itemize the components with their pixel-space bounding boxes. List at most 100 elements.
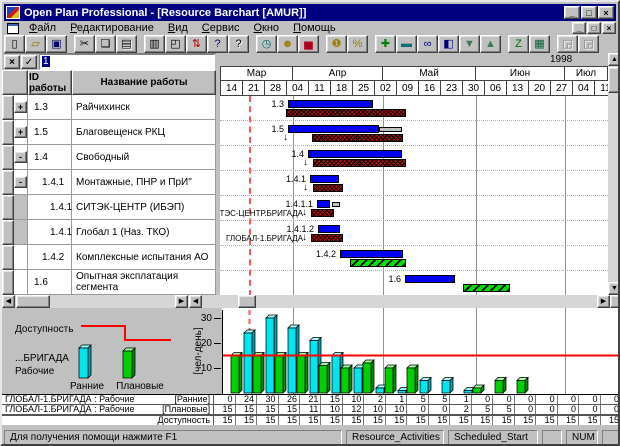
expand-cell[interactable]: + bbox=[14, 95, 28, 120]
mdi-close-button[interactable]: × bbox=[602, 22, 616, 34]
cell-activity-id[interactable]: 1.6 bbox=[28, 270, 72, 295]
menu-item-помощь[interactable]: Помощь bbox=[293, 22, 336, 34]
green-bar[interactable] bbox=[463, 284, 510, 292]
expand-icon[interactable]: + bbox=[14, 101, 27, 113]
open-button[interactable]: ▱ bbox=[25, 35, 46, 53]
row-selector[interactable] bbox=[2, 95, 14, 120]
cell-activity-id[interactable]: 1.4.1 bbox=[28, 195, 72, 220]
scroll-down-icon[interactable]: ▼ bbox=[608, 282, 618, 295]
scroll-left-icon[interactable]: ◀ bbox=[2, 295, 15, 308]
print-button[interactable]: ▥ bbox=[144, 35, 165, 53]
red-bar[interactable] bbox=[312, 134, 403, 142]
cell-activity-name[interactable]: СИТЭК-ЦЕНТР (ИБЭП) bbox=[72, 195, 216, 220]
context-help-button[interactable]: ? bbox=[228, 35, 249, 53]
link-activities-button[interactable]: ∞ bbox=[417, 35, 438, 53]
percent-button[interactable]: % bbox=[347, 35, 368, 53]
cell-activity-id[interactable]: 1.3 bbox=[28, 95, 72, 120]
move-down-button[interactable]: ▼ bbox=[459, 35, 480, 53]
new-button[interactable]: ▯ bbox=[4, 35, 25, 53]
cell-activity-name[interactable]: Благовещенск РКЦ bbox=[72, 120, 216, 145]
menu-item-файл[interactable]: Файл bbox=[29, 22, 57, 34]
row-selector[interactable] bbox=[2, 270, 14, 295]
cell-activity-id[interactable]: 1.4.2 bbox=[28, 245, 72, 270]
row-selector[interactable] bbox=[2, 245, 14, 270]
red-bar[interactable] bbox=[311, 209, 334, 217]
cell-activity-id[interactable]: 1.5 bbox=[28, 120, 72, 145]
app-icon[interactable] bbox=[6, 6, 20, 19]
row-selector[interactable] bbox=[2, 195, 14, 220]
gantt-hscrollbar[interactable]: ◀ ▶ bbox=[188, 295, 610, 308]
expand-cell[interactable]: - bbox=[14, 170, 28, 195]
cell-activity-id[interactable]: 1.4.1 bbox=[28, 220, 72, 245]
row-selector[interactable] bbox=[2, 145, 14, 170]
extra-1-button[interactable]: ◲ bbox=[557, 35, 578, 53]
collapse-icon[interactable]: - bbox=[14, 151, 27, 163]
collapse-icon[interactable]: - bbox=[14, 176, 27, 188]
edit-cancel-button[interactable]: × bbox=[4, 55, 20, 69]
table-row[interactable]: +1.3 Райчихинск bbox=[2, 95, 216, 120]
expand-cell[interactable]: + bbox=[14, 120, 28, 145]
cost-1-button[interactable]: ❶ bbox=[326, 35, 347, 53]
blue-bar[interactable] bbox=[340, 250, 403, 258]
screen-view-button[interactable]: ▦ bbox=[529, 35, 550, 53]
table-row[interactable]: 1.4.1 СИТЭК-ЦЕНТР (ИБЭП) bbox=[2, 195, 216, 220]
table-hscrollbar[interactable]: ◀ ▶ bbox=[2, 295, 188, 308]
gantt-hscroll-thumb[interactable] bbox=[238, 295, 256, 308]
row-selector[interactable] bbox=[2, 220, 14, 245]
red-bar[interactable] bbox=[311, 234, 343, 242]
page-arrange-button[interactable]: ⇅ bbox=[186, 35, 207, 53]
cell-activity-name[interactable]: Райчихинск bbox=[72, 95, 216, 120]
scroll-left-icon[interactable]: ◀ bbox=[189, 295, 202, 308]
paste-button[interactable]: ▤ bbox=[116, 35, 137, 53]
table-row[interactable]: +1.5 Благовещенск РКЦ bbox=[2, 120, 216, 145]
blue-bar[interactable] bbox=[308, 150, 402, 158]
cell-activity-name[interactable]: Глобал 1 (Наз. ТКО) bbox=[72, 220, 216, 245]
unlink-activities-button[interactable]: ◧ bbox=[438, 35, 459, 53]
cell-activity-name[interactable]: Свободный bbox=[72, 145, 216, 170]
blue-bar[interactable] bbox=[288, 100, 373, 108]
blue-bar[interactable] bbox=[317, 200, 330, 208]
edit-confirm-button[interactable]: ✓ bbox=[21, 55, 37, 69]
histogram-view-button[interactable]: ▅ bbox=[298, 35, 319, 53]
row-selector[interactable] bbox=[2, 170, 14, 195]
menu-item-вид[interactable]: Вид bbox=[167, 22, 188, 34]
cell-activity-id[interactable]: 1.4.1 bbox=[28, 170, 72, 195]
vscroll-thumb[interactable] bbox=[608, 67, 618, 93]
remove-activity-button[interactable]: ▬ bbox=[396, 35, 417, 53]
minimize-button[interactable]: _ bbox=[564, 6, 580, 19]
cell-activity-name[interactable]: Опытная эксплатация сегмента bbox=[72, 270, 216, 295]
mdi-document-icon[interactable] bbox=[7, 22, 19, 34]
green-bar[interactable] bbox=[350, 259, 406, 267]
blue-bar[interactable] bbox=[310, 175, 339, 183]
gantt-vscrollbar[interactable]: ▲ ▼ bbox=[608, 53, 618, 295]
red-bar[interactable] bbox=[313, 159, 406, 167]
time-analysis-button[interactable]: ◷ bbox=[256, 35, 277, 53]
red-bar[interactable] bbox=[286, 109, 406, 117]
save-button[interactable]: ▣ bbox=[46, 35, 67, 53]
table-row[interactable]: 1.6 Опытная эксплатация сегмента bbox=[2, 270, 216, 295]
cell-activity-name[interactable]: Комплексные испытания АО bbox=[72, 245, 216, 270]
mdi-restore-button[interactable]: □ bbox=[587, 22, 601, 34]
close-button[interactable]: × bbox=[598, 6, 614, 19]
table-row[interactable]: 1.4.1 Глобал 1 (Наз. ТКО) bbox=[2, 220, 216, 245]
scroll-right-icon[interactable]: ▶ bbox=[175, 295, 188, 308]
red-bar[interactable] bbox=[313, 184, 343, 192]
table-row[interactable]: -1.4.1 Монтажные, ПНР и ПрИ" bbox=[2, 170, 216, 195]
mdi-minimize-button[interactable]: _ bbox=[572, 22, 586, 34]
gray-bar[interactable] bbox=[379, 127, 402, 132]
edit-field[interactable]: 1 bbox=[39, 54, 215, 70]
restore-button[interactable]: □ bbox=[581, 6, 597, 19]
move-up-button[interactable]: ▲ bbox=[480, 35, 501, 53]
cell-activity-name[interactable]: Монтажные, ПНР и ПрИ" bbox=[72, 170, 216, 195]
expand-icon[interactable]: + bbox=[14, 126, 27, 138]
help-button[interactable]: ? bbox=[207, 35, 228, 53]
menu-item-редактирование[interactable]: Редактирование bbox=[70, 22, 154, 34]
gray-bar[interactable] bbox=[332, 202, 340, 207]
row-selector[interactable] bbox=[2, 120, 14, 145]
scroll-right-icon[interactable]: ▶ bbox=[597, 295, 610, 308]
resource-scheduling-button[interactable]: ☻ bbox=[277, 35, 298, 53]
table-row[interactable]: -1.4 Свободный bbox=[2, 145, 216, 170]
table-hscroll-thumb[interactable] bbox=[16, 295, 50, 308]
blue-bar[interactable] bbox=[405, 275, 455, 283]
menu-item-окно[interactable]: Окно bbox=[253, 22, 280, 34]
